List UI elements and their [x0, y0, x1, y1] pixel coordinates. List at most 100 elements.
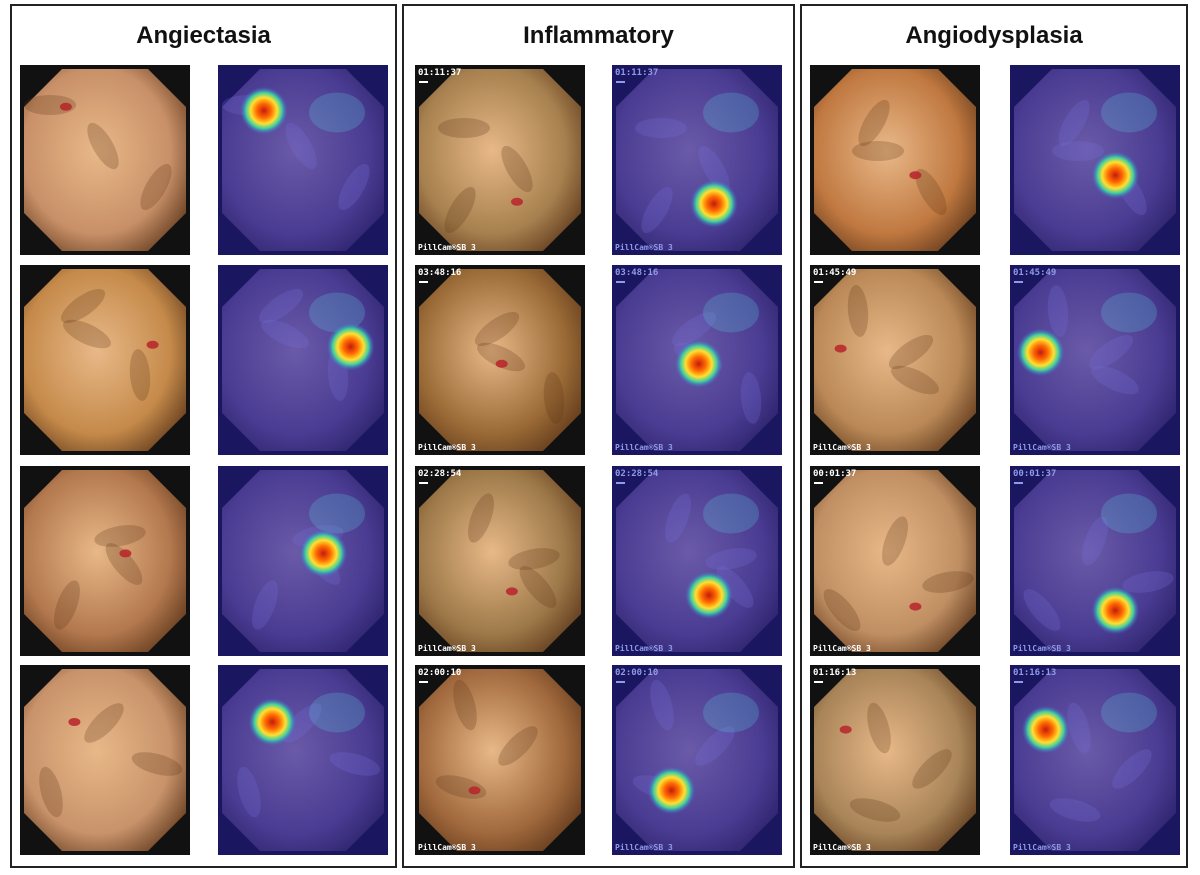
heatmap-overlay-image: 03:48:16 PillCam®SB 3: [612, 265, 782, 455]
device-brand-label: PillCam®SB 3: [418, 443, 476, 452]
heatmap-overlay-image: 02:28:54 PillCam®SB 3: [612, 466, 782, 656]
endoscopy-image: 01:11:37 PillCam®SB 3: [415, 65, 585, 255]
lumen-view: [1014, 269, 1176, 451]
lumen-view: [814, 669, 976, 851]
scale-marker: [616, 681, 625, 683]
heatmap-overlay-image: 01:11:37 PillCam®SB 3: [612, 65, 782, 255]
lesion-spot: [119, 549, 132, 558]
scale-marker: [616, 281, 625, 283]
attention-hotspot: [326, 322, 375, 371]
lumen-view: [419, 669, 581, 851]
panel-title: Angiectasia: [136, 22, 271, 49]
heatmap-overlay-image: 01:16:13 PillCam®SB 3: [1010, 665, 1180, 855]
endoscopy-image: 03:48:16 PillCam®SB 3: [415, 265, 585, 455]
device-brand-label: PillCam®SB 3: [418, 243, 476, 252]
heatmap-overlay-image: [1010, 65, 1180, 255]
endoscopy-image: 01:16:13 PillCam®SB 3: [810, 665, 980, 855]
attention-hotspot: [1016, 328, 1065, 377]
timestamp-label: 01:45:49: [813, 268, 857, 278]
lumen-view: [814, 470, 976, 652]
lesion-spot: [495, 359, 508, 368]
panel-title: Inflammatory: [523, 22, 674, 49]
panel-title: Angiodysplasia: [905, 22, 1083, 49]
heatmap-overlay-image: 01:45:49 PillCam®SB 3: [1010, 265, 1180, 455]
heatmap-overlay-image: 02:00:10 PillCam®SB 3: [612, 665, 782, 855]
endoscopy-image: [20, 65, 190, 255]
device-brand-label: PillCam®SB 3: [1013, 644, 1071, 653]
heatmap-overlay-image: [218, 466, 388, 656]
timestamp-label: 01:45:49: [1013, 268, 1057, 278]
attention-hotspot: [239, 86, 288, 135]
attention-hotspot: [647, 766, 696, 815]
heatmap-overlay-image: [218, 65, 388, 255]
device-brand-label: PillCam®SB 3: [418, 644, 476, 653]
lumen-view: [616, 470, 778, 652]
scale-marker: [1014, 281, 1023, 283]
lesion-spot: [909, 171, 922, 180]
endoscopy-image: 00:01:37 PillCam®SB 3: [810, 466, 980, 656]
endoscopy-image: [20, 466, 190, 656]
device-brand-label: PillCam®SB 3: [615, 443, 673, 452]
device-brand-label: PillCam®SB 3: [615, 843, 673, 852]
lumen-view: [419, 69, 581, 251]
device-brand-label: PillCam®SB 3: [1013, 443, 1071, 452]
lesion-spot: [468, 786, 481, 795]
lumen-view: [1014, 669, 1176, 851]
device-brand-label: PillCam®SB 3: [813, 443, 871, 452]
lumen-view: [24, 669, 186, 851]
timestamp-label: 03:48:16: [418, 268, 462, 278]
lumen-view: [814, 269, 976, 451]
timestamp-label: 03:48:16: [615, 268, 659, 278]
lesion-spot: [909, 602, 922, 611]
attention-hotspot: [1091, 151, 1140, 200]
heatmap-overlay-image: [218, 665, 388, 855]
lesion-spot: [505, 587, 518, 596]
device-brand-label: PillCam®SB 3: [813, 644, 871, 653]
attention-hotspot: [299, 529, 348, 578]
timestamp-label: 01:11:37: [615, 68, 659, 78]
lesion-spot: [68, 718, 81, 726]
timestamp-label: 01:11:37: [418, 68, 462, 78]
timestamp-label: 02:00:10: [418, 668, 462, 678]
heatmap-overlay-image: [218, 265, 388, 455]
attention-hotspot: [690, 179, 738, 228]
scale-marker: [419, 482, 428, 484]
lumen-view: [24, 69, 186, 251]
lesion-spot: [834, 344, 847, 353]
lesion-spot: [511, 197, 523, 206]
lumen-view: [24, 470, 186, 652]
lumen-view: [814, 69, 976, 251]
timestamp-label: 01:16:13: [813, 668, 857, 678]
timestamp-label: 00:01:37: [1013, 469, 1057, 479]
endoscopy-image: [810, 65, 980, 255]
lumen-view: [222, 269, 384, 451]
endoscopy-image: 02:28:54 PillCam®SB 3: [415, 466, 585, 656]
timestamp-label: 01:16:13: [1013, 668, 1057, 678]
lumen-view: [24, 269, 186, 451]
device-brand-label: PillCam®SB 3: [615, 644, 673, 653]
lesion-spot: [146, 340, 159, 349]
endoscopy-image: [20, 265, 190, 455]
scale-marker: [814, 482, 823, 484]
attention-hotspot: [248, 698, 297, 746]
timestamp-label: 02:28:54: [418, 469, 462, 479]
attention-hotspot: [684, 571, 733, 620]
timestamp-label: 02:28:54: [615, 469, 659, 479]
scale-marker: [419, 81, 428, 83]
scale-marker: [419, 681, 428, 683]
lumen-view: [616, 69, 778, 251]
lumen-view: [419, 470, 581, 652]
lesion-spot: [839, 725, 852, 734]
device-brand-label: PillCam®SB 3: [615, 243, 673, 252]
endoscopy-image: 01:45:49 PillCam®SB 3: [810, 265, 980, 455]
attention-hotspot: [1091, 586, 1140, 635]
scale-marker: [814, 281, 823, 283]
endoscopy-image: [20, 665, 190, 855]
timestamp-label: 02:00:10: [615, 668, 659, 678]
scale-marker: [814, 681, 823, 683]
lumen-view: [1014, 69, 1176, 251]
device-brand-label: PillCam®SB 3: [1013, 843, 1071, 852]
heatmap-overlay-image: 00:01:37 PillCam®SB 3: [1010, 466, 1180, 656]
scale-marker: [616, 81, 625, 83]
timestamp-label: 00:01:37: [813, 469, 857, 479]
